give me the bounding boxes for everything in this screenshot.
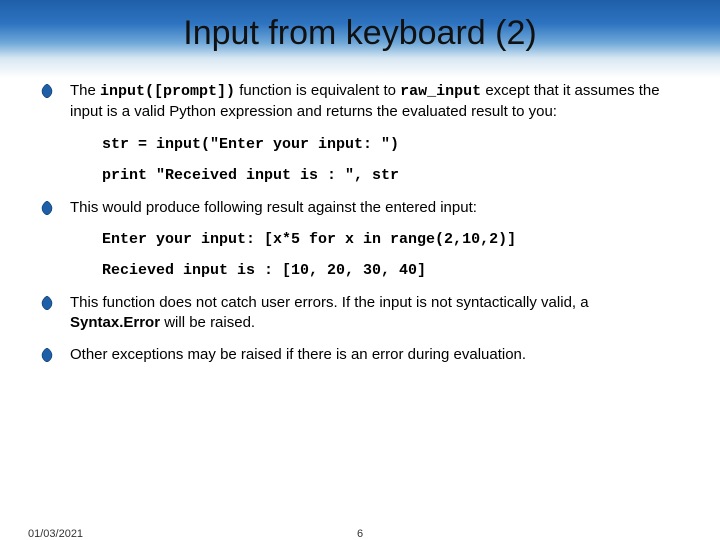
bullet-icon bbox=[40, 348, 54, 362]
slide-title: Input from keyboard (2) bbox=[0, 0, 720, 53]
code-span: [10, 20, 30, 40] bbox=[282, 262, 426, 279]
bullet-text: Other exceptions may be raised if there … bbox=[70, 345, 526, 365]
bullet-item: Other exceptions may be raised if there … bbox=[40, 345, 680, 365]
footer-date: 01/03/2021 bbox=[28, 528, 83, 540]
bullet-icon bbox=[40, 84, 54, 98]
code-span: Enter your input: bbox=[102, 231, 264, 248]
code-span: [x*5 for x in range(2,10,2)] bbox=[264, 231, 516, 248]
text-span: function is equivalent to bbox=[235, 82, 400, 99]
bullet-item: This would produce following result agai… bbox=[40, 198, 680, 218]
code-block: Recieved input is : [10, 20, 30, 40] bbox=[102, 261, 680, 281]
bullet-item: This function does not catch user errors… bbox=[40, 293, 680, 334]
text-span: This function does not catch user errors… bbox=[70, 294, 589, 311]
code-span: input([prompt]) bbox=[100, 83, 235, 100]
bullet-text: This would produce following result agai… bbox=[70, 198, 477, 218]
error-name: Syntax.Error bbox=[70, 314, 160, 331]
bullet-text: This function does not catch user errors… bbox=[70, 293, 680, 334]
code-block: Enter your input: [x*5 for x in range(2,… bbox=[102, 230, 680, 250]
code-span: Recieved input is : bbox=[102, 262, 282, 279]
code-block: print "Received input is : ", str bbox=[102, 166, 680, 186]
text-span: The bbox=[70, 82, 100, 99]
bullet-icon bbox=[40, 201, 54, 215]
code-span: raw_input bbox=[400, 83, 481, 100]
text-span: will be raised. bbox=[160, 314, 255, 331]
content-area: The input([prompt]) function is equivale… bbox=[0, 53, 720, 366]
bullet-item: The input([prompt]) function is equivale… bbox=[40, 81, 680, 123]
bullet-icon bbox=[40, 296, 54, 310]
footer-page: 6 bbox=[357, 528, 363, 540]
bullet-text: The input([prompt]) function is equivale… bbox=[70, 81, 680, 123]
code-block: str = input("Enter your input: ") bbox=[102, 135, 680, 155]
